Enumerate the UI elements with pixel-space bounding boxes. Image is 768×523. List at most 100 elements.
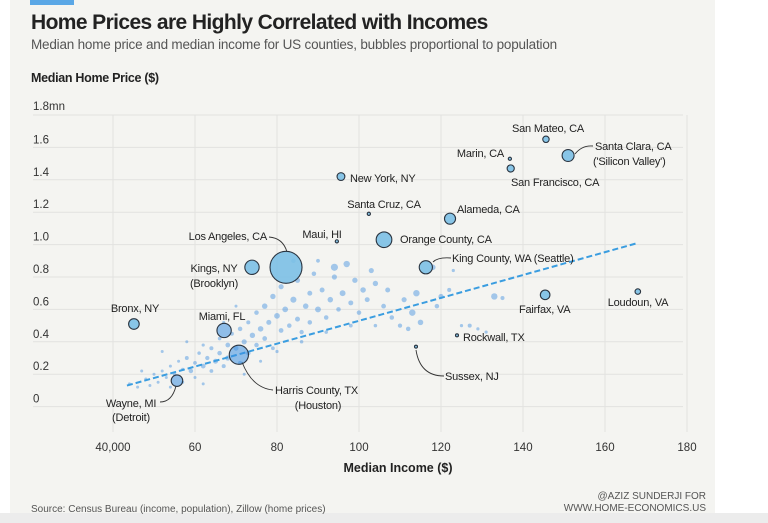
bubble [299, 329, 304, 335]
bubble-king-county-wa-seattle [418, 260, 433, 275]
bubble-kings-ny [244, 259, 260, 275]
label-santa-clara: Santa Clara, CA [595, 141, 672, 153]
bubble-loudoun-va [634, 288, 642, 295]
bubble-new-york-ny [336, 172, 346, 182]
y-tick-label: 0.8 [33, 264, 49, 276]
bubble [339, 290, 346, 297]
y-tick-label: 0.2 [33, 361, 49, 373]
bubble [205, 355, 210, 361]
bubble [193, 360, 197, 365]
bubble [136, 385, 140, 389]
label-alameda: Alameda, CA [457, 204, 520, 216]
bubble [246, 320, 251, 325]
bubble [278, 328, 284, 333]
leader-wayne [159, 385, 177, 403]
bubble [266, 319, 272, 325]
label-fairfax: Fairfax, VA [519, 304, 571, 316]
bubble [164, 375, 168, 379]
bubble [275, 349, 279, 354]
source-note: Source: Census Bureau (income, populatio… [31, 504, 326, 515]
bubble [261, 303, 268, 309]
accent-tab [30, 0, 74, 5]
bubble [152, 372, 156, 376]
bubble [209, 369, 214, 373]
bubble [356, 310, 362, 315]
bubble [271, 346, 275, 351]
credit: @AZIZ SUNDERJI FOR WWW.HOME-ECONOMICS.US [564, 491, 706, 515]
bubble [311, 271, 317, 277]
bubble [434, 303, 440, 309]
bubble-harris-county-tx [228, 344, 250, 365]
bubble [217, 336, 222, 341]
label-harris: Harris County, TX [275, 385, 359, 397]
bubble [201, 343, 205, 347]
bubble [307, 290, 313, 296]
leader-los-angeles [268, 236, 288, 253]
bubble [381, 303, 386, 309]
leader-sussex [415, 349, 445, 377]
bubble [225, 342, 231, 348]
y-tick-label: 0.4 [33, 329, 50, 341]
bubble [484, 330, 488, 334]
credit-line-1: @AZIZ SUNDERJI FOR [597, 491, 707, 502]
bubble-san-francisco-ca [506, 164, 515, 173]
x-tick-label: 80 [271, 442, 284, 454]
x-tick-label: 140 [513, 442, 532, 454]
bubble [352, 277, 358, 283]
bubble [331, 274, 337, 280]
label-rockwall: Rockwall, TX [463, 332, 525, 344]
bubble [360, 287, 366, 293]
label-king-county: King County, WA (Seattle) [452, 253, 574, 265]
label-marin: Marin, CA [457, 148, 505, 160]
bubble-rockwall-tx [454, 333, 460, 338]
other-bubbles [127, 258, 505, 389]
bubble [188, 368, 194, 374]
bottom-bar [0, 513, 768, 523]
bubble-sussex-nj [413, 344, 419, 349]
bubble [299, 340, 304, 344]
bubble [348, 300, 354, 306]
bubble [278, 284, 284, 290]
bubble-alameda-ca [443, 212, 457, 225]
labeled-bubbles [128, 135, 642, 387]
bubble-miami-fl [216, 322, 232, 339]
bubble [476, 327, 480, 331]
bubble [500, 296, 505, 301]
bubble [316, 258, 320, 263]
bubble [156, 380, 160, 384]
point-labels: San Mateo, CA Santa Clara, CA ('Silicon … [106, 123, 673, 424]
label-miami: Miami, FL [199, 311, 246, 323]
leader-harris [241, 361, 274, 391]
bubble [254, 342, 259, 348]
bubble-bronx-ny [128, 318, 140, 330]
label-harris-2: (Houston) [295, 400, 342, 412]
bubble [168, 364, 172, 368]
y-tick-label: 1.6 [33, 134, 49, 146]
x-tick-label: 120 [431, 442, 450, 454]
leader-lines [159, 145, 594, 403]
bubble [451, 268, 455, 273]
bubble [405, 326, 411, 332]
bubble-san-mateo-ca [542, 135, 550, 144]
leader-king-county [432, 257, 452, 263]
bubble [259, 359, 263, 363]
label-san-francisco: San Francisco, CA [511, 177, 600, 189]
x-tick-label: 40,000 [95, 442, 130, 454]
y-tick-label: 0.6 [33, 296, 49, 308]
chart-card [10, 0, 715, 513]
y-axis-label: Median Home Price ($) [31, 71, 159, 85]
bubble [368, 267, 374, 274]
x-tick-label: 160 [595, 442, 614, 454]
bubble [409, 309, 416, 316]
y-tick-label: 0 [33, 394, 39, 406]
bubble [217, 350, 222, 356]
grid [33, 114, 688, 432]
bubble-orange-county-ca [375, 231, 393, 249]
bubble [413, 290, 420, 297]
bubble [385, 287, 391, 293]
bubble [177, 359, 181, 363]
bubble [343, 260, 350, 268]
bubble [234, 304, 238, 308]
label-orange-county: Orange County, CA [400, 234, 493, 246]
